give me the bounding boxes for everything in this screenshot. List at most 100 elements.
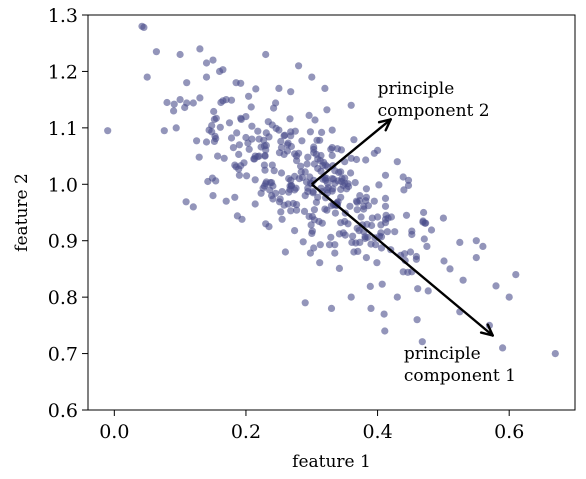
data-point (310, 206, 318, 214)
data-point (289, 199, 297, 208)
data-point (327, 304, 336, 312)
data-point (275, 84, 283, 92)
data-point (352, 155, 361, 164)
data-point (318, 128, 326, 136)
data-point (196, 45, 204, 53)
data-point (210, 107, 218, 116)
data-point (311, 116, 319, 124)
data-point (291, 186, 299, 194)
data-point (281, 248, 289, 256)
x-tick-label: 0.2 (231, 421, 261, 443)
data-point (272, 189, 280, 197)
data-point (367, 304, 375, 312)
data-point (383, 228, 391, 236)
data-point (183, 79, 191, 87)
data-point (248, 122, 256, 130)
arrow-component-2 (310, 118, 392, 186)
data-point (375, 181, 383, 189)
data-point (337, 168, 345, 176)
data-point (298, 173, 307, 182)
data-point (280, 201, 288, 209)
data-point (260, 161, 268, 169)
data-point (353, 206, 361, 214)
data-point (310, 143, 318, 151)
data-point (209, 56, 217, 64)
data-point (160, 127, 168, 135)
data-point (277, 169, 286, 177)
data-point (404, 268, 412, 276)
data-point (270, 104, 278, 112)
data-point (380, 310, 388, 318)
data-point (295, 149, 303, 157)
data-point (245, 145, 253, 153)
data-point (104, 127, 112, 135)
y-tick-label: 1.1 (48, 118, 78, 140)
data-point (306, 173, 314, 181)
data-point (268, 179, 276, 187)
data-point (254, 153, 262, 161)
data-point (347, 169, 355, 177)
plot-frame (87, 14, 576, 411)
data-point (378, 280, 386, 288)
data-point (304, 153, 312, 161)
data-point (440, 257, 448, 265)
data-point (242, 133, 250, 142)
data-point (143, 73, 151, 81)
data-point (181, 103, 189, 112)
data-point (182, 198, 190, 206)
data-point (138, 22, 146, 30)
data-point (381, 327, 389, 335)
data-point (212, 177, 220, 185)
data-point (346, 202, 354, 210)
data-point (275, 149, 284, 157)
data-point (331, 209, 339, 217)
arrow-component-1 (310, 183, 494, 337)
data-point (170, 107, 178, 115)
y-tick-label: 1.0 (48, 174, 78, 196)
data-point (286, 115, 294, 123)
data-points (104, 22, 559, 358)
data-point (402, 211, 411, 219)
y-axis-ticks: 0.6 0.7 0.8 0.9 1.0 1.1 1.2 1.3 (48, 5, 88, 422)
data-point (362, 254, 370, 262)
data-point (357, 213, 365, 221)
data-point (235, 141, 243, 149)
data-point (401, 250, 409, 258)
arrowhead (486, 323, 494, 337)
data-point (261, 151, 269, 160)
data-point (251, 176, 259, 184)
data-point (227, 96, 236, 104)
data-point (222, 197, 230, 205)
data-point (212, 114, 220, 122)
data-point (305, 212, 313, 221)
data-point (333, 145, 341, 153)
data-point (328, 126, 336, 134)
data-point (233, 212, 241, 220)
data-point (350, 136, 358, 144)
data-point (373, 259, 381, 267)
data-point (362, 193, 370, 201)
data-point (240, 159, 248, 167)
data-point (362, 156, 370, 164)
arrowhead (384, 118, 392, 132)
data-point (262, 129, 270, 137)
data-point (225, 119, 234, 127)
data-point (309, 188, 317, 196)
data-point (312, 150, 320, 158)
data-point (372, 241, 380, 249)
data-point (303, 160, 311, 168)
data-point (202, 138, 211, 146)
data-point (408, 227, 416, 235)
data-point (327, 145, 335, 153)
data-point (377, 233, 386, 241)
data-point (393, 293, 401, 301)
y-tick-label: 0.9 (48, 231, 78, 253)
data-point (310, 244, 318, 252)
data-point (351, 179, 359, 187)
data-point (505, 293, 513, 301)
data-point (295, 62, 303, 70)
data-point (362, 185, 370, 193)
data-point (254, 127, 262, 135)
data-point (265, 223, 273, 231)
